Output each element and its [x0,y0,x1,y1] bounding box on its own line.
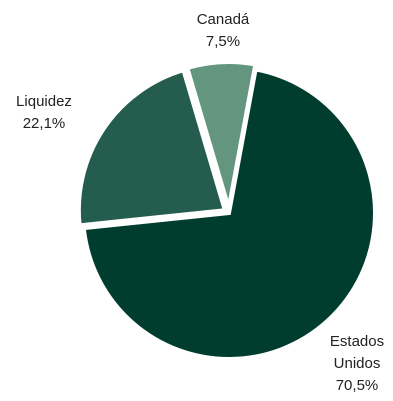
label-canada: Canadá 7,5% [197,11,250,50]
label-estados-unidos-line-3: 70,5% [336,377,379,394]
label-liquidez-line-2: 22,1% [23,115,66,132]
pie-labels: Estados Unidos 70,5% Liquidez 22,1% Canadá 7,5… [16,11,384,394]
label-estados-unidos: Estados Unidos 70,5% [330,333,384,394]
label-canada-line-2: 7,5% [206,33,240,50]
label-liquidez: Liquidez 22,1% [16,93,72,132]
slice-canada [184,60,258,209]
label-estados-unidos-line-1: Estados [330,333,384,350]
pie-slices [76,60,377,361]
slice-estados-unidos [81,67,377,361]
slice-liquidez [76,67,228,228]
label-liquidez-line-1: Liquidez [16,93,72,110]
label-estados-unidos-line-2: Unidos [334,355,381,372]
label-canada-line-1: Canadá [197,11,250,28]
